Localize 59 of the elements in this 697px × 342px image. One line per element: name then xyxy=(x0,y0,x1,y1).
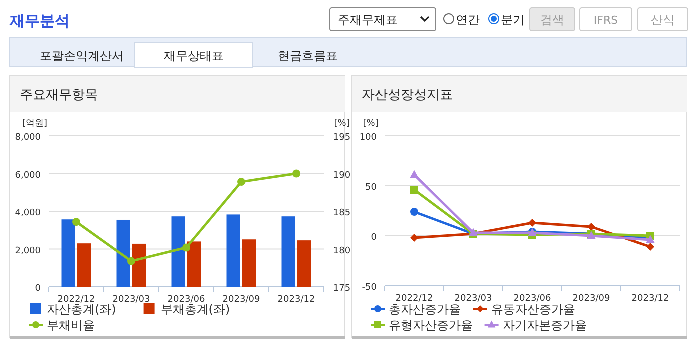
legend-label: 유형자산증가율 xyxy=(389,318,473,332)
y2-tick-label: 175 xyxy=(333,284,351,294)
point xyxy=(588,223,596,231)
x-tick-label: 2023/12 xyxy=(632,294,670,304)
legend-label: 총자산증가율 xyxy=(389,302,461,316)
y2-tick-label: 190 xyxy=(333,170,351,181)
legend-label: 자기자본증가율 xyxy=(502,318,587,332)
bar xyxy=(172,216,186,287)
y-axis-title: [%] xyxy=(363,119,379,129)
point xyxy=(238,178,246,186)
point xyxy=(410,208,418,216)
x-tick-label: 2023/09 xyxy=(572,294,610,304)
point xyxy=(128,257,136,266)
y-tick-label: 0 xyxy=(371,233,378,243)
bar xyxy=(298,240,312,287)
legend-label: 자산총계(좌) xyxy=(47,302,116,316)
point xyxy=(72,218,80,226)
point xyxy=(182,244,190,252)
page-header: 재무분석 주재무제표 연간 분기 검색 IFRS 산식 포괄손익계산서 재무상태표 현금흐름표 xyxy=(10,8,688,68)
x-tick-label: 2022/12 xyxy=(58,295,96,305)
bar xyxy=(78,244,92,287)
y-tick-label: 50 xyxy=(366,183,378,193)
legend-label: 유동자산증가율 xyxy=(491,302,576,316)
bar xyxy=(132,244,146,287)
y2-tick-label: 195 xyxy=(333,133,351,143)
legend-label: 부채총계(좌) xyxy=(160,302,230,316)
bar xyxy=(188,242,202,287)
x-tick-label: 2023/12 xyxy=(278,295,316,305)
y2-tick-label: 185 xyxy=(333,208,351,218)
point xyxy=(646,243,654,251)
x-tick-label: 2023/03 xyxy=(454,294,492,304)
y-tick-label: 0 xyxy=(35,284,42,294)
y2-axis-title: [%] xyxy=(334,119,350,129)
chart-title: 주요재무항목 xyxy=(20,88,98,103)
y-tick-label: 100 xyxy=(360,133,378,143)
y-tick-label: 4,000 xyxy=(15,208,42,218)
y2-tick-label: 180 xyxy=(333,246,351,256)
bar xyxy=(226,214,240,287)
legend-label: 부채비율 xyxy=(47,318,95,332)
x-tick-label: 2023/03 xyxy=(112,295,150,305)
y-tick-label: 6,000 xyxy=(15,170,42,181)
y-tick-label: -50 xyxy=(362,283,378,293)
point xyxy=(410,170,419,178)
x-tick-label: 2022/12 xyxy=(396,294,434,304)
y-axis-title: [억원] xyxy=(22,119,48,129)
x-tick-label: 2023/06 xyxy=(514,294,552,304)
x-tick-label: 2023/09 xyxy=(222,295,260,305)
point xyxy=(292,170,300,178)
x-tick-label: 2023/06 xyxy=(168,295,206,305)
bar xyxy=(282,216,296,287)
chart-title: 자산성장성지표 xyxy=(362,88,453,103)
bar xyxy=(242,240,256,287)
y-tick-label: 8,000 xyxy=(15,133,42,143)
y-tick-label: 2,000 xyxy=(15,246,42,256)
bar xyxy=(62,220,76,287)
point xyxy=(528,219,536,227)
point xyxy=(410,234,418,242)
point xyxy=(410,186,418,194)
bar xyxy=(116,220,130,287)
